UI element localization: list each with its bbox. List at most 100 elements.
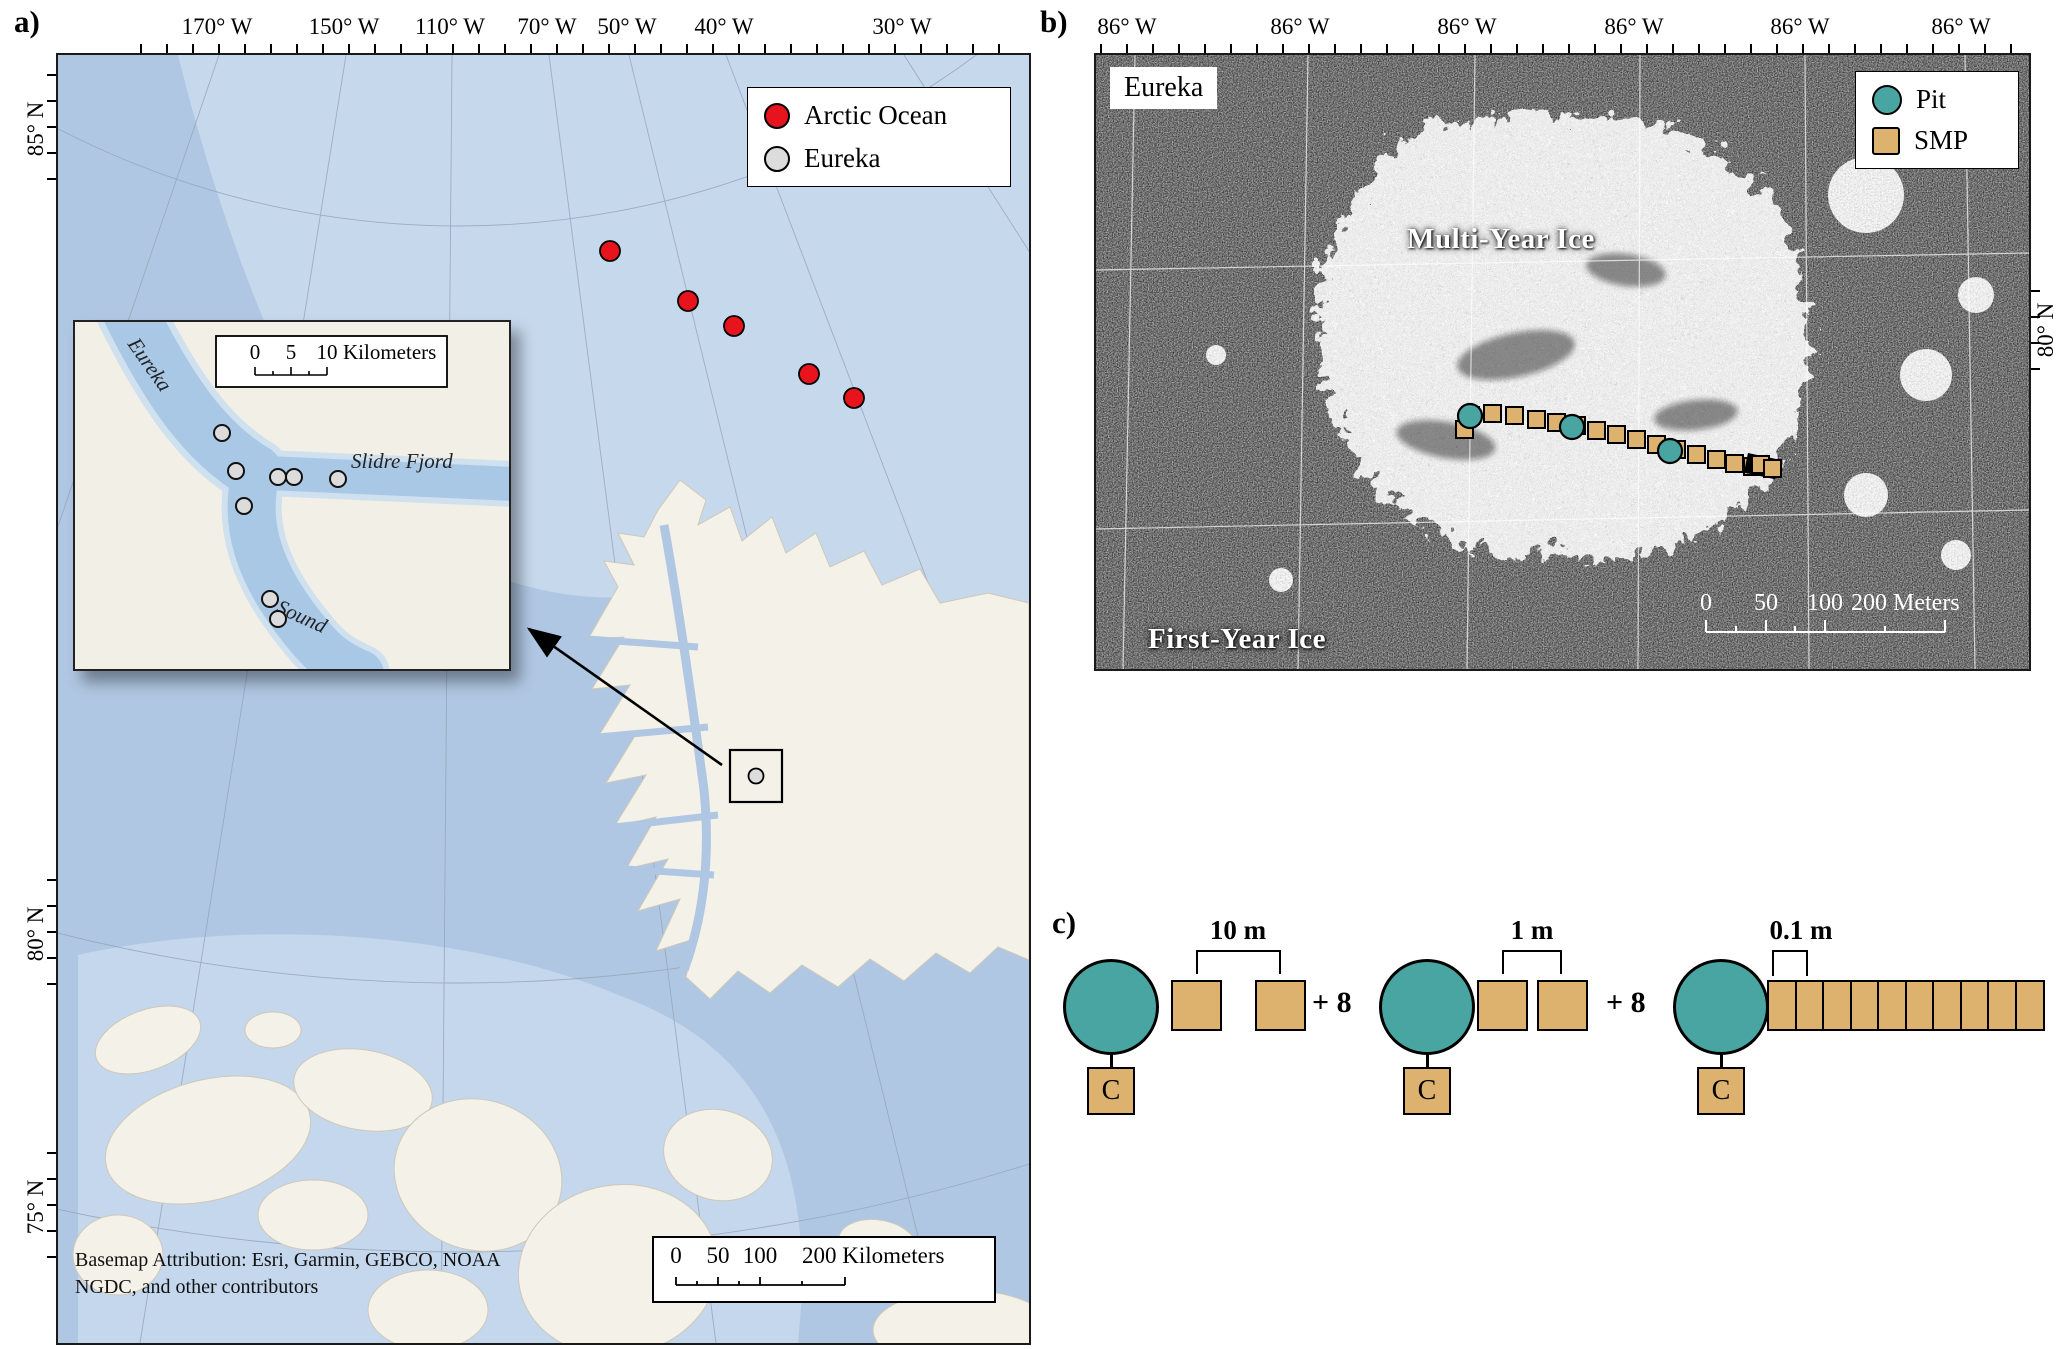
- spacing-label: 1 m: [1510, 915, 1554, 945]
- spacing-bracket: [1502, 950, 1562, 974]
- axis-label-lon: 86° W: [1437, 14, 1497, 39]
- sar-image: 0 50 100 200 Meters: [1096, 55, 2029, 669]
- smp-box: [1794, 980, 1825, 1031]
- scalebar-tick-label: 50: [1754, 590, 1778, 616]
- inset-scalebar: 0 5 10 Kilometers: [215, 335, 448, 388]
- axis-label-lon: 70° W: [517, 14, 577, 39]
- panel-a-legend: Arctic Ocean Eureka: [747, 87, 1011, 187]
- axis-label-lat: 75° N: [23, 1179, 48, 1235]
- axis-label-lon: 86° W: [1604, 14, 1664, 39]
- axis-label-lon: 30° W: [872, 14, 932, 39]
- smp-marker-icon: [1872, 126, 1900, 155]
- eureka-site-dot: [329, 470, 347, 488]
- scalebar-tick-label: 0: [1700, 590, 1712, 616]
- spacing-label: 0.1 m: [1769, 915, 1833, 945]
- panel-b-legend: Pit SMP: [1855, 71, 2019, 169]
- core-box: C: [1087, 1067, 1135, 1115]
- smp-box: [1477, 980, 1528, 1031]
- legend-label: Eureka: [804, 143, 881, 173]
- axis-label-lon: 170° W: [181, 14, 253, 39]
- scalebar-ticks: [675, 1277, 846, 1286]
- overview-map: [58, 55, 1029, 1343]
- scalebar-tick-label: 100: [1807, 590, 1843, 616]
- eureka-sites: [213, 424, 347, 628]
- scalebar-ticks: [1705, 620, 1946, 633]
- eureka-inset-map: Eureka Slidre Fjord Sound 0 5 10 Kilomet…: [73, 320, 511, 671]
- eureka-site-dot: [213, 424, 231, 442]
- left-tick-marks: [47, 879, 56, 989]
- pit-sites: [1456, 402, 1684, 465]
- smp-box: [1959, 980, 1990, 1031]
- plus-eight: + 8: [1606, 986, 1646, 1019]
- attribution-line: Basemap Attribution: Esri, Garmin, GEBCO…: [75, 1249, 501, 1271]
- scalebar-end-label: 200 Kilometers: [802, 1243, 944, 1268]
- top-tick-marks: [140, 44, 1000, 53]
- spacing-label: 10 m: [1209, 915, 1267, 945]
- arctic-ocean-marker-icon: [764, 102, 790, 129]
- inset-locator-box: [728, 748, 784, 804]
- eureka-site-dot: [269, 610, 287, 628]
- attribution-line: NGDC, and other contributors: [75, 1276, 319, 1298]
- ellesmere-island: [587, 479, 1029, 1000]
- scalebar-tick-label: 50: [707, 1243, 730, 1268]
- eureka-marker-icon: [764, 145, 790, 172]
- plus-eight: + 8: [1312, 986, 1352, 1019]
- arctic-ocean-dot: [677, 290, 699, 312]
- arctic-ocean-dot: [798, 363, 820, 385]
- scalebar-ticks: [254, 367, 328, 376]
- axis-label-lon: 50° W: [597, 14, 657, 39]
- legend-label: Arctic Ocean: [804, 100, 948, 130]
- graticule: [1096, 55, 2029, 669]
- legend-item-smp: SMP: [1872, 125, 2002, 156]
- arctic-ocean-dot: [723, 315, 745, 337]
- core-box: C: [1403, 1067, 1451, 1115]
- axis-label-lat: 80° N: [23, 906, 48, 962]
- smp-box: [2014, 980, 2045, 1031]
- arctic-ocean-dot: [843, 387, 865, 409]
- axis-label-lon: 86° W: [1270, 14, 1330, 39]
- panel-a-scalebar: 0 50 100 200 Kilometers: [652, 1236, 996, 1303]
- panel-b-scalebar: 0 50 100 200 Meters: [1700, 590, 1960, 633]
- inset-map: Eureka Slidre Fjord Sound: [75, 322, 509, 669]
- arctic-ocean-sites: [599, 240, 865, 409]
- first-year-ice-label: First-Year Ice: [1148, 623, 1326, 655]
- panel-a-map: Basemap Attribution: Esri, Garmin, GEBCO…: [56, 53, 1031, 1345]
- smp-box: [1767, 980, 1797, 1031]
- eureka-site-dot: [235, 497, 253, 515]
- pit-circle: [1673, 959, 1769, 1055]
- smp-box: [1904, 980, 1935, 1031]
- smp-box: [1849, 980, 1880, 1031]
- axis-label-lon: 150° W: [308, 14, 380, 39]
- inset-arrow: [526, 627, 723, 767]
- panel-b-label: b): [1040, 4, 1068, 39]
- pit-dot: [1456, 402, 1484, 430]
- smp-box: [1822, 980, 1852, 1031]
- arctic-ocean-dot: [599, 240, 621, 262]
- inset-slidre-fjord-label: Slidre Fjord: [351, 449, 453, 473]
- connector-line: [1720, 1053, 1723, 1069]
- smp-contiguous-row: [1767, 980, 2045, 1031]
- pit-circle: [1379, 959, 1475, 1055]
- eureka-site-dot: [261, 590, 279, 608]
- pit-dot: [1558, 413, 1586, 441]
- panel-b-map: 0 50 100 200 Meters Eureka Multi-Year Ic…: [1094, 53, 2031, 671]
- connector-line: [1426, 1053, 1429, 1069]
- smp-box: [1932, 980, 1962, 1031]
- fjord-channels: [587, 524, 719, 972]
- smp-box: [1537, 980, 1588, 1031]
- scalebar-tick-label: 0: [670, 1243, 682, 1268]
- connector-line: [1110, 1053, 1113, 1069]
- spacing-bracket: [1772, 950, 1808, 976]
- land-masses: [72, 479, 1029, 1343]
- axis-label-lat: 85° N: [23, 101, 48, 157]
- pit-dot: [1656, 437, 1684, 465]
- top-tick-marks: [1100, 44, 2012, 53]
- smp-box: [1171, 980, 1222, 1031]
- left-tick-marks: [47, 1152, 56, 1262]
- scalebar-tick-label: 10: [317, 340, 338, 364]
- core-box: C: [1697, 1067, 1745, 1115]
- left-tick-marks: [47, 74, 56, 184]
- eureka-dot: [747, 767, 765, 785]
- pit-circle: [1063, 959, 1159, 1055]
